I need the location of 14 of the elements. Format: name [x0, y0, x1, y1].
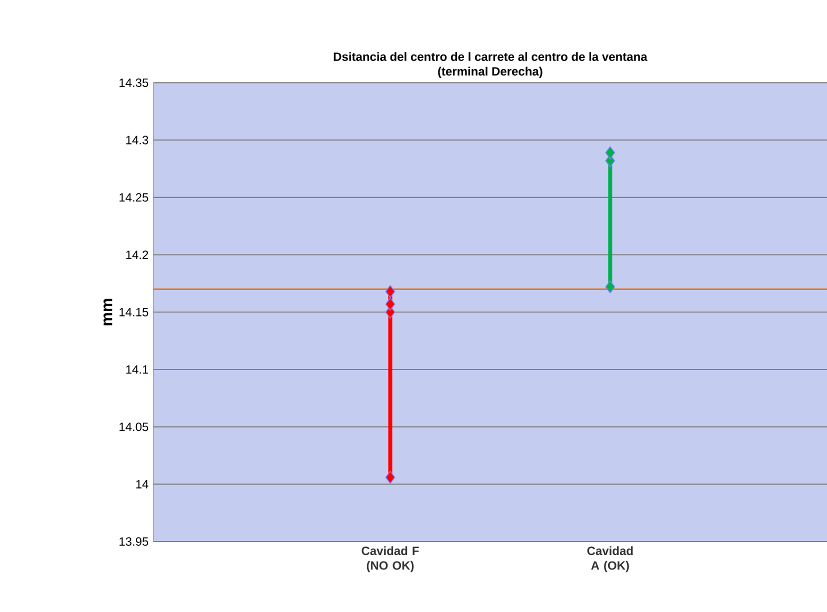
y-tick-label: 14.05: [120, 422, 148, 431]
y-tick-label: 14.1: [126, 365, 148, 374]
y-tick-label: 14: [136, 480, 148, 488]
y-tick-label: 14.2: [126, 250, 148, 259]
chart-subtitle: (terminal Derecha): [438, 66, 542, 78]
x-tick-label: Cavidad F (NO OK): [362, 546, 419, 572]
y-tick-label: 13.95: [120, 537, 148, 546]
y-tick-label: 14.3: [126, 136, 148, 144]
y-tick-label: 14.15: [120, 308, 148, 316]
y-tick-label: 14.35: [120, 78, 148, 87]
x-tick-label: Cavidad A (OK): [587, 546, 633, 572]
chart-title: Dsitancia del centro de l carrete al centro de la ventana: [334, 52, 648, 61]
y-axis-title: mm: [104, 298, 112, 326]
y-tick-label: 14.25: [120, 193, 148, 202]
